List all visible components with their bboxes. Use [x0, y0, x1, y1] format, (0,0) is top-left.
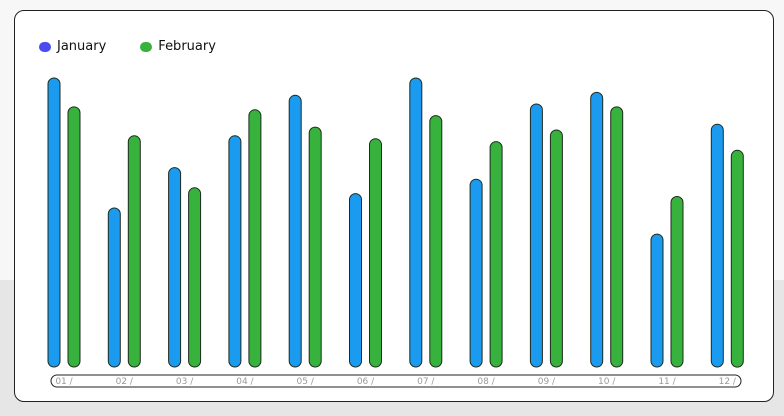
x-tick-label: 03 / — [176, 377, 194, 387]
bar-february-6[interactable] — [369, 138, 382, 368]
x-axis-track — [50, 374, 742, 388]
x-tick-label: 07 / — [417, 377, 435, 387]
x-tick-label: 10 / — [598, 377, 616, 387]
legend-dot-january — [39, 41, 51, 52]
bar-february-8[interactable] — [489, 141, 503, 368]
x-tick-label: 05 / — [297, 377, 315, 387]
x-tick-label: 04 / — [236, 377, 254, 387]
x-tick-label: 02 / — [116, 377, 134, 387]
bar-february-9[interactable] — [549, 129, 563, 368]
bar-february-10[interactable] — [610, 106, 624, 368]
bar-january-5[interactable] — [288, 94, 302, 368]
chart-legend: January February — [39, 39, 216, 54]
x-tick-label: 08 / — [477, 377, 495, 387]
x-tick-label: 11 / — [658, 377, 676, 387]
legend-item-february[interactable]: February — [140, 39, 216, 54]
bar-january-7[interactable] — [409, 77, 423, 368]
bar-february-1[interactable] — [67, 106, 81, 368]
bar-february-11[interactable] — [670, 196, 684, 368]
bar-february-3[interactable] — [188, 187, 202, 368]
bar-january-10[interactable] — [590, 91, 604, 368]
legend-label-february: February — [158, 39, 216, 54]
x-axis-labels: 01 / 02 / 03 / 04 / 05 / 06 / 07 / 08 / 09 / 10 /… — [55, 377, 737, 387]
bar-february-4[interactable] — [248, 109, 262, 368]
bar-february-7[interactable] — [429, 115, 443, 368]
x-tick-label: 01 / — [55, 377, 73, 387]
bar-january-11[interactable] — [650, 233, 664, 368]
bar-january-8[interactable] — [469, 178, 483, 368]
bar-january-1[interactable] — [47, 77, 61, 368]
legend-dot-february — [140, 41, 153, 52]
bar-february-12[interactable] — [730, 149, 744, 368]
bar-january-3[interactable] — [168, 167, 182, 368]
x-tick-label: 06 / — [357, 377, 375, 387]
bar-january-9[interactable] — [529, 103, 543, 368]
bars-group — [47, 77, 744, 368]
bar-february-2[interactable] — [127, 135, 141, 368]
bar-january-4[interactable] — [228, 135, 242, 368]
x-tick-label: 09 / — [538, 377, 556, 387]
bar-february-5[interactable] — [308, 126, 322, 368]
x-tick-label: 12 / — [719, 377, 737, 387]
legend-item-january[interactable]: January — [39, 39, 106, 54]
bar-january-2[interactable] — [107, 207, 121, 368]
legend-label-january: January — [57, 39, 107, 54]
bar-january-12[interactable] — [710, 123, 724, 368]
bar-january-6[interactable] — [349, 193, 362, 368]
